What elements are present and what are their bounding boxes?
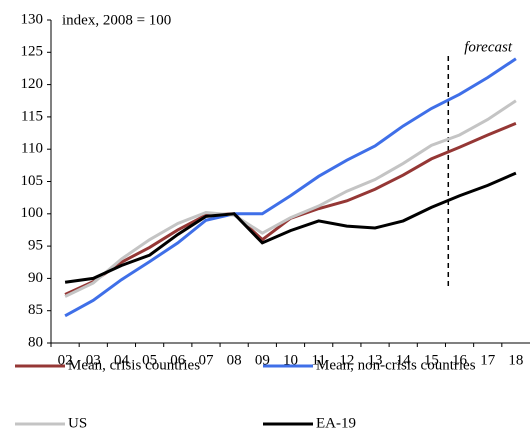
x-tick-label: 08 (227, 352, 242, 368)
legend-label: EA-19 (316, 415, 356, 430)
forecast-label: forecast (464, 39, 513, 55)
x-tick-label: 12 (339, 352, 354, 368)
x-tick-label: 18 (508, 352, 523, 368)
x-tick-label: 02 (58, 352, 73, 368)
y-tick-label: 105 (21, 173, 44, 189)
x-tick-label: 07 (198, 352, 214, 368)
x-tick-label: 03 (86, 352, 101, 368)
y-tick-label: 90 (28, 270, 43, 286)
y-tick-label: 100 (21, 205, 44, 221)
x-tick-label: 11 (311, 352, 325, 368)
series-line (64, 99, 517, 298)
x-tick-label: 15 (424, 352, 439, 368)
y-tick-label: 120 (21, 76, 44, 92)
x-tick-label: 06 (170, 352, 186, 368)
annotation: index, 2008 = 100 (62, 12, 171, 28)
y-tick-label: 110 (21, 141, 43, 157)
x-tick-label: 05 (142, 352, 157, 368)
x-tick-label: 09 (255, 352, 270, 368)
x-tick-label: 17 (480, 352, 496, 368)
legend-label: Mean, non-crisis countries (316, 357, 476, 373)
y-tick-label: 130 (21, 11, 44, 27)
y-tick-label: 80 (28, 334, 43, 350)
y-tick-label: 125 (21, 44, 44, 60)
legend-label: US (68, 415, 87, 430)
x-tick-label: 10 (283, 352, 298, 368)
x-tick-label: 14 (396, 352, 412, 368)
y-tick-label: 95 (28, 238, 43, 254)
series-line (64, 171, 517, 284)
x-tick-label: 13 (368, 352, 383, 368)
legend-label: Mean, crisis countries (68, 357, 200, 373)
x-tick-label: 16 (452, 352, 468, 368)
x-tick-label: 04 (114, 352, 130, 368)
series-line (64, 57, 517, 318)
y-tick-label: 115 (21, 108, 43, 124)
y-tick-label: 85 (28, 302, 43, 318)
